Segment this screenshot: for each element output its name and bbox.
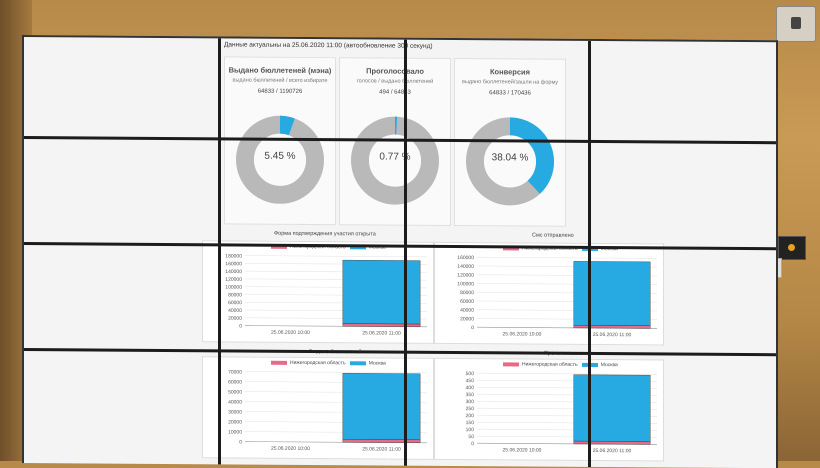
- y-tick-label: 80000: [460, 290, 474, 296]
- x-tick-label: 25.06.2020 11:00: [593, 448, 632, 454]
- wall-bezel: [24, 348, 776, 357]
- y-tick-label: 180000: [225, 253, 242, 259]
- bar-moscow: [573, 261, 651, 326]
- wall-sensor-box: [776, 6, 816, 42]
- donut-value-slice: [466, 117, 554, 206]
- wall-bezel: [404, 39, 407, 466]
- y-tick-label: 0: [239, 324, 242, 330]
- x-tick-label: 25.06.2020 11:00: [593, 332, 632, 338]
- y-tick-label: 50: [468, 434, 474, 440]
- chart-plot: 0 20000 40000 60000 80000 100000 120000 140000 1…: [457, 255, 657, 338]
- y-tick-label: 250: [466, 406, 475, 412]
- y-tick-label: 120000: [225, 277, 242, 283]
- gridline: [245, 371, 427, 374]
- y-tick-label: 60000: [228, 300, 242, 306]
- bar-moscow: [342, 373, 421, 440]
- x-tick-label: 25.06.2020 10:00: [503, 331, 542, 337]
- chart-title-sms-sent: Смс отправлено: [532, 232, 574, 239]
- kpi-donut-chart: [351, 116, 439, 205]
- gridline: [245, 255, 427, 258]
- kpi-subtitle: выдано бюллетеней/зашли на форму: [461, 79, 559, 86]
- kpi-card-ballots: Выдано бюллетеней (мэна) выдано бюллетен…: [224, 56, 336, 226]
- y-tick-label: 70000: [228, 369, 242, 375]
- y-tick-label: 450: [466, 378, 475, 384]
- kpi-title: Конверсия: [489, 67, 531, 77]
- y-tick-label: 350: [466, 392, 475, 398]
- bar-chart-sms-sent: Нижегородская область Москва 02000040000…: [434, 241, 664, 346]
- bar-chart-form-opened: Нижегородская область Москва 02000040000…: [202, 240, 434, 344]
- y-tick-label: 120000: [457, 273, 474, 279]
- kpi-ratio: 64833 / 170436: [489, 90, 531, 97]
- y-tick-label: 100: [466, 427, 475, 433]
- chart-plot: 0 10000 20000 30000 40000 50000 60000 70000 25.0…: [228, 369, 427, 453]
- y-tick-label: 100000: [457, 281, 474, 287]
- kpi-donut-chart: [236, 115, 324, 204]
- wall-bezel: [218, 38, 221, 465]
- wall-ir-receiver: [778, 236, 806, 260]
- y-tick-label: 40000: [228, 399, 242, 405]
- y-tick-label: 0: [239, 440, 242, 446]
- kpi-title: Проголосовало: [366, 66, 424, 76]
- y-tick-label: 0: [471, 325, 474, 331]
- kpi-subtitle: голосов / выдано бюллетеней: [356, 78, 434, 85]
- y-tick-label: 0: [471, 441, 474, 447]
- gridline: [477, 256, 657, 259]
- x-tick-label: 25.06.2020 10:00: [271, 446, 310, 452]
- kpi-card-conversion: Конверсия выдано бюллетеней/зашли на фор…: [454, 58, 566, 227]
- y-tick-label: 160000: [225, 261, 242, 267]
- kpi-card-voted: Проголосовало голосов / выдано бюллетене…: [339, 57, 451, 226]
- y-tick-label: 60000: [460, 299, 474, 305]
- bar-moscow: [573, 374, 651, 442]
- kpi-percent: 38.04 %: [491, 152, 529, 164]
- kpi-ratio: 494 / 64833: [379, 89, 411, 96]
- y-tick-label: 50000: [228, 389, 242, 395]
- bar-chart-voted: Нижегородская область Москва 0 50 100 150 20…: [434, 357, 664, 462]
- donut-hole: [369, 134, 421, 187]
- y-tick-label: 300: [466, 399, 475, 405]
- donut-hole: [254, 133, 306, 186]
- y-tick-label: 30000: [228, 409, 242, 415]
- kpi-percent: 5.45 %: [264, 150, 296, 162]
- bar-moscow: [342, 259, 421, 325]
- y-tick-label: 20000: [228, 316, 242, 322]
- wall-bezel: [588, 40, 591, 467]
- y-tick-label: 140000: [457, 264, 474, 270]
- y-tick-label: 150: [466, 420, 475, 426]
- y-tick-label: 140000: [225, 269, 242, 275]
- y-tick-label: 160000: [457, 255, 474, 261]
- y-tick-label: 80000: [228, 292, 242, 298]
- x-tick-label: 25.06.2020 10:00: [503, 447, 542, 453]
- y-tick-label: 100000: [225, 285, 242, 291]
- donut-value-slice: [351, 116, 439, 205]
- receiver-led: [788, 244, 795, 251]
- y-tick-label: 40000: [228, 308, 242, 314]
- kpi-subtitle: выдано бюллетеней / всего избирате: [232, 77, 328, 85]
- y-tick-label: 500: [466, 371, 475, 377]
- x-tick-label: 25.06.2020 11:00: [362, 446, 401, 452]
- y-tick-label: 60000: [228, 379, 242, 385]
- bar-chart-ballots-issued: Нижегородская область Москва 0 10000 20000…: [202, 356, 434, 460]
- kpi-ratio: 64833 / 1190726: [257, 88, 303, 95]
- video-wall: Данные актуальны на 25.06.2020 11:00 (ав…: [22, 35, 778, 468]
- y-tick-label: 10000: [228, 429, 242, 435]
- gridline: [477, 372, 657, 375]
- data-timestamp-header: Данные актуальны на 25.06.2020 11:00 (ав…: [224, 41, 433, 50]
- kpi-percent: 0.77 %: [379, 151, 411, 163]
- donut-value-slice: [236, 115, 324, 204]
- chart-title-form-opened: Форма подтверждения участия открыта: [274, 230, 376, 238]
- y-tick-label: 40000: [460, 308, 474, 314]
- kpi-title: Выдано бюллетеней (мэна): [228, 65, 332, 76]
- y-tick-label: 400: [466, 385, 475, 391]
- sensor-lens: [791, 17, 801, 29]
- kpi-donut-chart: [466, 117, 554, 206]
- x-tick-label: 25.06.2020 10:00: [271, 330, 310, 336]
- y-tick-label: 20000: [228, 419, 242, 425]
- y-tick-label: 200: [466, 413, 475, 419]
- x-tick-label: 25.06.2020 11:00: [362, 330, 401, 336]
- donut-hole: [484, 135, 536, 188]
- y-tick-label: 20000: [460, 316, 474, 322]
